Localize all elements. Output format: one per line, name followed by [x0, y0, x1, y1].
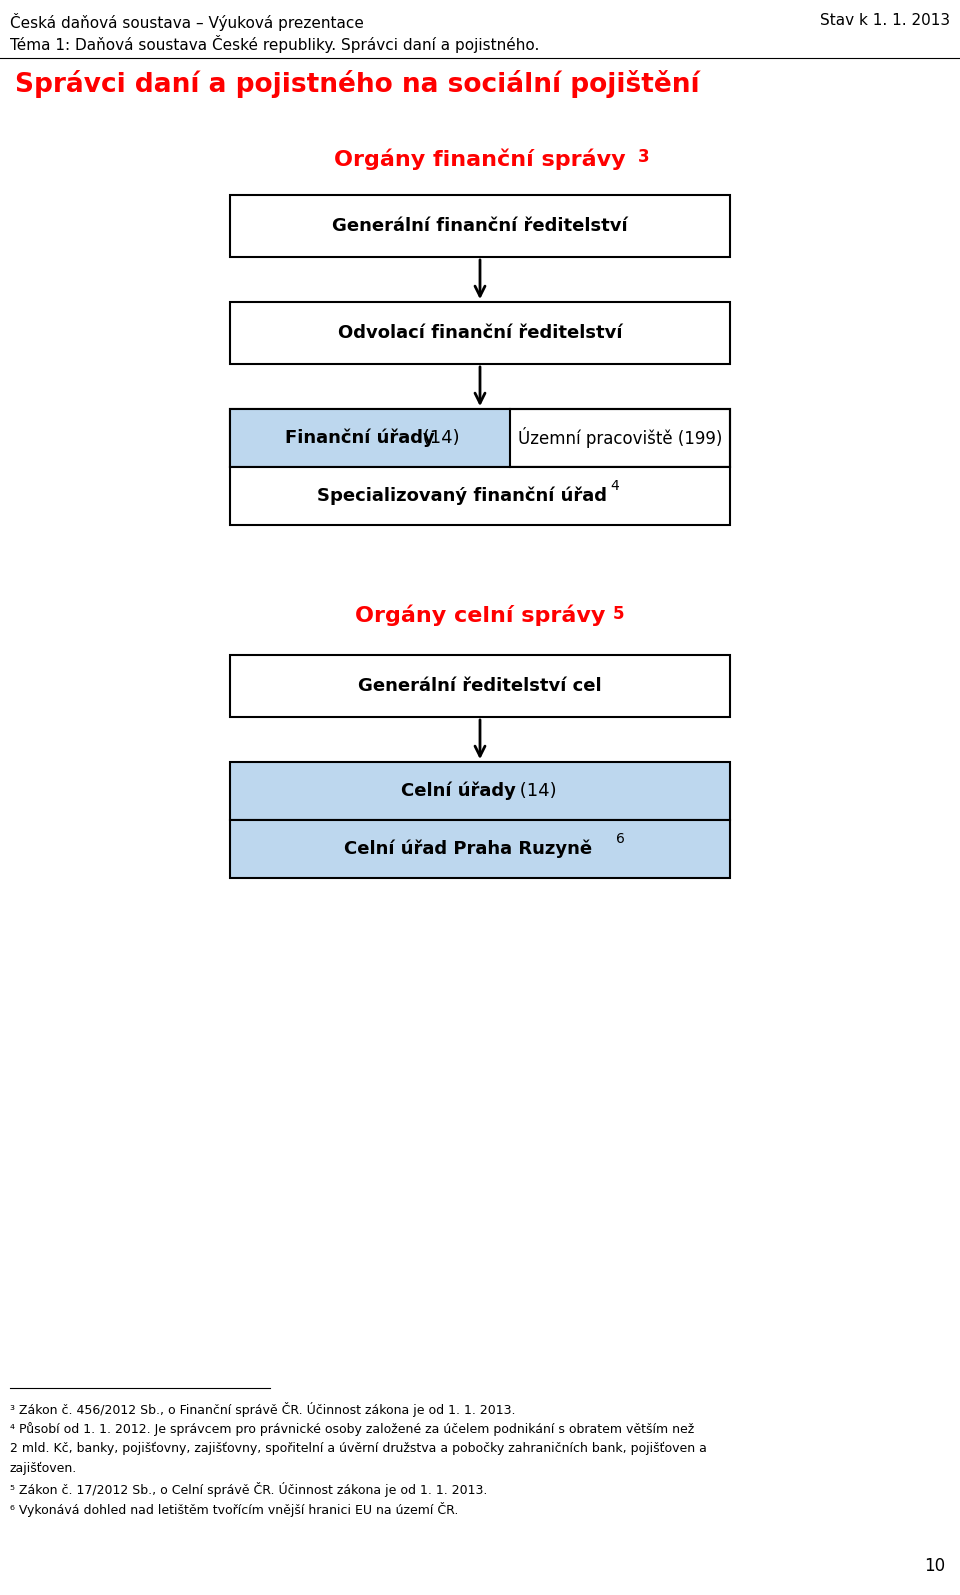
- Text: ⁴ Působí od 1. 1. 2012. Je správcem pro právnické osoby založené za účelem podni: ⁴ Působí od 1. 1. 2012. Je správcem pro …: [10, 1423, 694, 1436]
- Text: ⁶ Vykonává dohled nad letištěm tvořícím vnější hranici EU na území ČR.: ⁶ Vykonává dohled nad letištěm tvořícím …: [10, 1502, 458, 1517]
- Bar: [230, 656, 730, 718]
- Text: (14): (14): [514, 782, 556, 801]
- Text: Orgány finanční správy: Orgány finanční správy: [334, 148, 626, 169]
- Text: ⁵ Zákon č. 17/2012 Sb., o Celní správě ČR. Účinnost zákona je od 1. 1. 2013.: ⁵ Zákon č. 17/2012 Sb., o Celní správě Č…: [10, 1482, 488, 1498]
- Text: 5: 5: [613, 605, 625, 624]
- Text: ³ Zákon č. 456/2012 Sb., o Finanční správě ČR. Účinnost zákona je od 1. 1. 2013.: ³ Zákon č. 456/2012 Sb., o Finanční sprá…: [10, 1402, 516, 1416]
- Text: Celní úřady: Celní úřady: [400, 782, 516, 801]
- Text: Orgány celní správy: Orgány celní správy: [355, 605, 605, 627]
- Text: zajišťoven.: zajišťoven.: [10, 1463, 77, 1475]
- Text: Česká daňová soustava – Výuková prezentace: Česká daňová soustava – Výuková prezenta…: [10, 13, 364, 30]
- Text: 2 mld. Kč, banky, pojišťovny, zajišťovny, spořitelní a úvěrní družstva a pobočky: 2 mld. Kč, banky, pojišťovny, zajišťovny…: [10, 1442, 707, 1455]
- Text: 4: 4: [610, 478, 619, 493]
- Text: Finanční úřady: Finanční úřady: [285, 429, 435, 447]
- Text: Generální finanční ředitelství: Generální finanční ředitelství: [332, 217, 628, 234]
- Text: Stav k 1. 1. 2013: Stav k 1. 1. 2013: [820, 13, 950, 29]
- Bar: [230, 195, 730, 257]
- Text: Generální ředitelství cel: Generální ředitelství cel: [358, 676, 602, 695]
- Text: 3: 3: [638, 148, 650, 166]
- Bar: [230, 762, 730, 820]
- Text: Územní pracoviště (199): Územní pracoviště (199): [517, 427, 722, 448]
- Text: 10: 10: [924, 1557, 945, 1574]
- Bar: [230, 408, 510, 467]
- Text: Správci daní a pojistného na sociální pojištění: Správci daní a pojistného na sociální po…: [15, 70, 700, 97]
- Bar: [230, 467, 730, 525]
- Bar: [230, 301, 730, 364]
- Bar: [230, 408, 730, 467]
- Text: 6: 6: [616, 833, 625, 845]
- Text: Odvolací finanční ředitelství: Odvolací finanční ředitelství: [338, 324, 622, 341]
- Bar: [230, 820, 730, 877]
- Text: Specializovaný finanční úřad: Specializovaný finanční úřad: [317, 486, 607, 506]
- Text: (14): (14): [417, 429, 459, 447]
- Bar: [230, 408, 730, 467]
- Text: Téma 1: Daňová soustava České republiky. Správci daní a pojistného.: Téma 1: Daňová soustava České republiky.…: [10, 35, 540, 53]
- Text: Celní úřad Praha Ruzyně: Celní úřad Praha Ruzyně: [344, 839, 592, 858]
